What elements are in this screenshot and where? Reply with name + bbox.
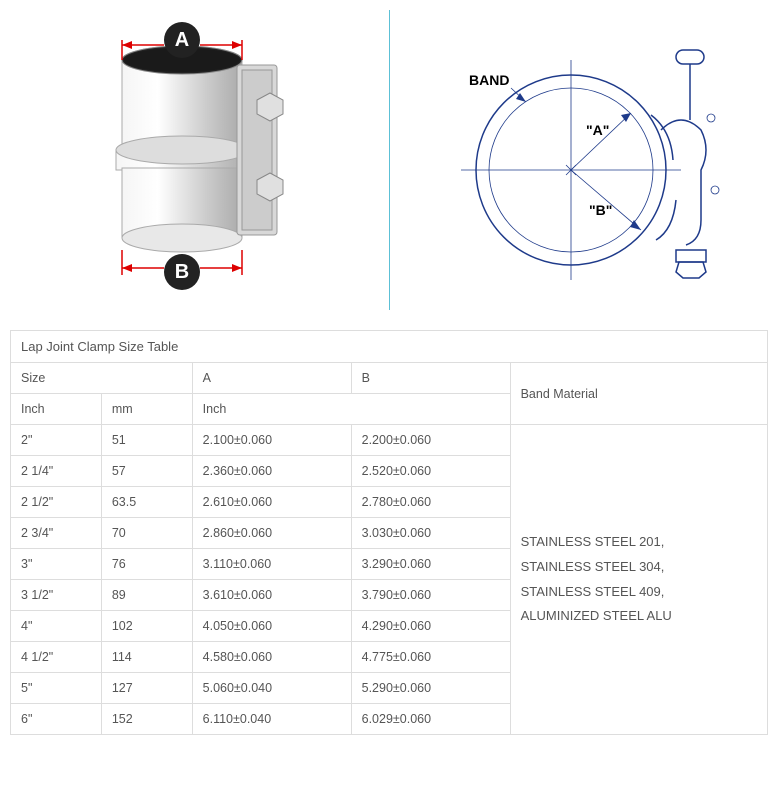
diagram-image: "A" "B" BAND	[421, 20, 751, 300]
cell-b: 2.780±0.060	[351, 487, 510, 518]
cell-a: 6.110±0.040	[192, 704, 351, 735]
cell-b: 4.775±0.060	[351, 642, 510, 673]
cell-a: 2.100±0.060	[192, 425, 351, 456]
table-header-row-1: Size A B Band Material	[11, 363, 768, 394]
band-label: BAND	[469, 72, 509, 88]
cell-a: 3.610±0.060	[192, 580, 351, 611]
cell-mm: 63.5	[101, 487, 192, 518]
cell-b: 3.290±0.060	[351, 549, 510, 580]
dim-label-a: A	[175, 29, 189, 51]
cell-a: 4.580±0.060	[192, 642, 351, 673]
cell-inch: 3 1/2"	[11, 580, 102, 611]
cell-mm: 89	[101, 580, 192, 611]
hdr-a: A	[192, 363, 351, 394]
hdr-b: B	[351, 363, 510, 394]
dim-label-b: B	[175, 261, 189, 283]
cell-b: 5.290±0.060	[351, 673, 510, 704]
cell-b: 2.200±0.060	[351, 425, 510, 456]
cell-b: 2.520±0.060	[351, 456, 510, 487]
cell-mm: 57	[101, 456, 192, 487]
material-cell: STAINLESS STEEL 201,STAINLESS STEEL 304,…	[510, 425, 767, 735]
cell-inch: 4"	[11, 611, 102, 642]
cell-a: 2.610±0.060	[192, 487, 351, 518]
size-table: Lap Joint Clamp Size Table Size A B Band…	[10, 330, 768, 735]
cell-mm: 127	[101, 673, 192, 704]
cell-a: 3.110±0.060	[192, 549, 351, 580]
cell-a: 2.860±0.060	[192, 518, 351, 549]
cell-mm: 114	[101, 642, 192, 673]
cell-b: 3.030±0.060	[351, 518, 510, 549]
material-line: STAINLESS STEEL 409,	[521, 580, 757, 605]
material-line: ALUMINIZED STEEL ALU	[521, 604, 757, 629]
images-row: A B "A"	[0, 0, 778, 320]
hdr-band-material: Band Material	[510, 363, 767, 425]
table-row: 2"512.100±0.0602.200±0.060STAINLESS STEE…	[11, 425, 768, 456]
hdr-mm: mm	[101, 394, 192, 425]
product-image-cell: A B	[0, 10, 384, 310]
cell-b: 4.290±0.060	[351, 611, 510, 642]
cell-a: 2.360±0.060	[192, 456, 351, 487]
cell-inch: 2 1/4"	[11, 456, 102, 487]
cell-mm: 76	[101, 549, 192, 580]
cell-inch: 5"	[11, 673, 102, 704]
cell-mm: 102	[101, 611, 192, 642]
cell-inch: 2"	[11, 425, 102, 456]
hdr-inch: Inch	[11, 394, 102, 425]
material-line: STAINLESS STEEL 201,	[521, 530, 757, 555]
cell-inch: 4 1/2"	[11, 642, 102, 673]
hdr-inch2: Inch	[192, 394, 510, 425]
size-table-wrap: Lap Joint Clamp Size Table Size A B Band…	[0, 320, 778, 745]
cell-a: 4.050±0.060	[192, 611, 351, 642]
table-title-row: Lap Joint Clamp Size Table	[11, 331, 768, 363]
cell-mm: 152	[101, 704, 192, 735]
cell-mm: 51	[101, 425, 192, 456]
cell-mm: 70	[101, 518, 192, 549]
material-line: STAINLESS STEEL 304,	[521, 555, 757, 580]
cell-a: 5.060±0.040	[192, 673, 351, 704]
diagram-dim-a: "A"	[586, 122, 609, 138]
cell-inch: 2 3/4"	[11, 518, 102, 549]
cell-inch: 3"	[11, 549, 102, 580]
product-image: A B	[42, 10, 342, 310]
vertical-divider	[389, 10, 390, 310]
cell-b: 6.029±0.060	[351, 704, 510, 735]
table-title: Lap Joint Clamp Size Table	[11, 331, 768, 363]
diagram-image-cell: "A" "B" BAND	[395, 10, 778, 310]
diagram-dim-b: "B"	[589, 202, 612, 218]
cell-b: 3.790±0.060	[351, 580, 510, 611]
hdr-size: Size	[11, 363, 193, 394]
cell-inch: 2 1/2"	[11, 487, 102, 518]
cell-inch: 6"	[11, 704, 102, 735]
